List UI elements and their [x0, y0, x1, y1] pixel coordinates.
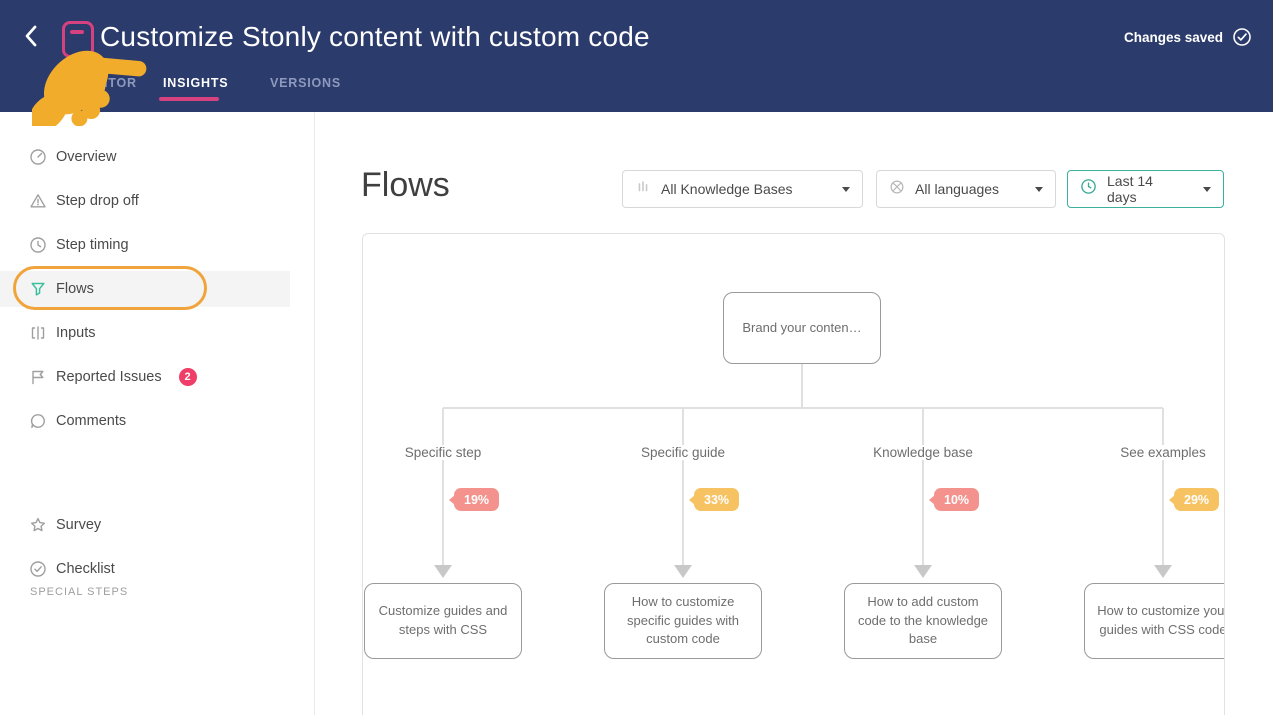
branch-label: See examples	[1113, 445, 1213, 460]
sidebar-item-reported-issues[interactable]: Reported Issues 2	[0, 359, 290, 395]
guide-icon	[62, 21, 94, 58]
main-heading: Flows	[361, 166, 450, 204]
warning-triangle-icon	[29, 192, 47, 210]
sidebar-item-label: Checklist	[56, 561, 115, 577]
sidebar: Overview Step drop off Step timing Flows	[0, 112, 315, 715]
input-field-icon	[29, 324, 47, 342]
sidebar-item-checklist[interactable]: Checklist	[0, 551, 290, 587]
chevron-left-icon	[25, 25, 37, 47]
active-tab-underline	[159, 97, 219, 101]
knowledge-base-filter[interactable]: All Knowledge Bases	[622, 170, 863, 208]
flows-diagram-card: Brand your conten… Specific step Specifi…	[362, 233, 1225, 715]
clock-icon	[1080, 178, 1097, 200]
tab-insights[interactable]: INSIGHTS	[163, 76, 229, 90]
issues-count-badge: 2	[178, 368, 197, 386]
tab-versions[interactable]: VERSIONS	[270, 76, 341, 90]
sidebar-item-overview[interactable]: Overview	[0, 139, 290, 175]
sidebar-item-label: Step timing	[56, 237, 129, 253]
chevron-down-icon	[842, 186, 850, 192]
chevron-down-icon	[1203, 186, 1211, 192]
date-range-filter[interactable]: Last 14 days	[1067, 170, 1224, 208]
knowledge-bases-icon	[635, 179, 651, 200]
save-status: Changes saved	[1124, 27, 1252, 47]
percent-badge: 19%	[454, 488, 500, 511]
chevron-down-icon	[1035, 186, 1043, 192]
flow-leaf-node[interactable]: How to add custom code to the knowledge …	[844, 583, 1002, 659]
sidebar-item-step-timing[interactable]: Step timing	[0, 227, 290, 263]
filter-value: All Knowledge Bases	[661, 181, 793, 197]
percent-badge: 10%	[934, 488, 980, 511]
gauge-icon	[29, 148, 47, 166]
branch-label: Specific step	[397, 445, 489, 460]
flow-root-node[interactable]: Brand your conten…	[723, 292, 881, 364]
tab-editor[interactable]: EDITOR	[85, 76, 137, 90]
flow-leaf-node[interactable]: How to customize specific guides with cu…	[604, 583, 762, 659]
percent-badge: 33%	[694, 488, 740, 511]
sidebar-item-label: Step drop off	[56, 193, 139, 209]
sidebar-item-label: Flows	[56, 281, 94, 297]
sidebar-item-label: Survey	[56, 517, 102, 533]
sidebar-item-label: Comments	[56, 413, 127, 429]
sidebar-item-comments[interactable]: Comments	[0, 403, 290, 439]
percent-badge: 29%	[1174, 488, 1220, 511]
sidebar-section-label: SPECIAL STEPS	[30, 586, 129, 598]
flag-icon	[29, 368, 47, 386]
branch-label: Specific guide	[633, 445, 733, 460]
sidebar-item-label: Inputs	[56, 325, 96, 341]
language-filter[interactable]: All languages	[876, 170, 1056, 208]
check-circle-icon	[29, 560, 47, 578]
comment-icon	[29, 412, 47, 430]
star-icon	[29, 516, 47, 534]
flow-connectors	[434, 364, 1172, 578]
back-button[interactable]	[18, 22, 44, 50]
funnel-icon	[29, 280, 47, 298]
flow-leaf-node[interactable]: How to customize your guides with CSS co…	[1084, 583, 1224, 659]
save-status-label: Changes saved	[1123, 29, 1223, 45]
sidebar-item-label: Reported Issues	[56, 369, 162, 385]
clock-icon	[29, 236, 47, 254]
sidebar-item-label: Overview	[56, 149, 117, 165]
flow-leaf-node[interactable]: Customize guides and steps with CSS	[364, 583, 522, 659]
check-circle-icon	[1233, 28, 1251, 46]
filter-value: All languages	[915, 181, 1000, 197]
header: Customize Stonly content with custom cod…	[0, 0, 1273, 112]
sidebar-item-survey[interactable]: Survey	[0, 507, 290, 543]
sidebar-item-flows[interactable]: Flows	[0, 271, 290, 307]
sidebar-item-step-drop-off[interactable]: Step drop off	[0, 183, 290, 219]
branch-label: Knowledge base	[866, 445, 980, 460]
sidebar-item-inputs[interactable]: Inputs	[0, 315, 290, 351]
page-title: Customize Stonly content with custom cod…	[100, 21, 650, 52]
filter-value: Last 14 days	[1107, 173, 1153, 205]
globe-icon	[889, 179, 905, 200]
